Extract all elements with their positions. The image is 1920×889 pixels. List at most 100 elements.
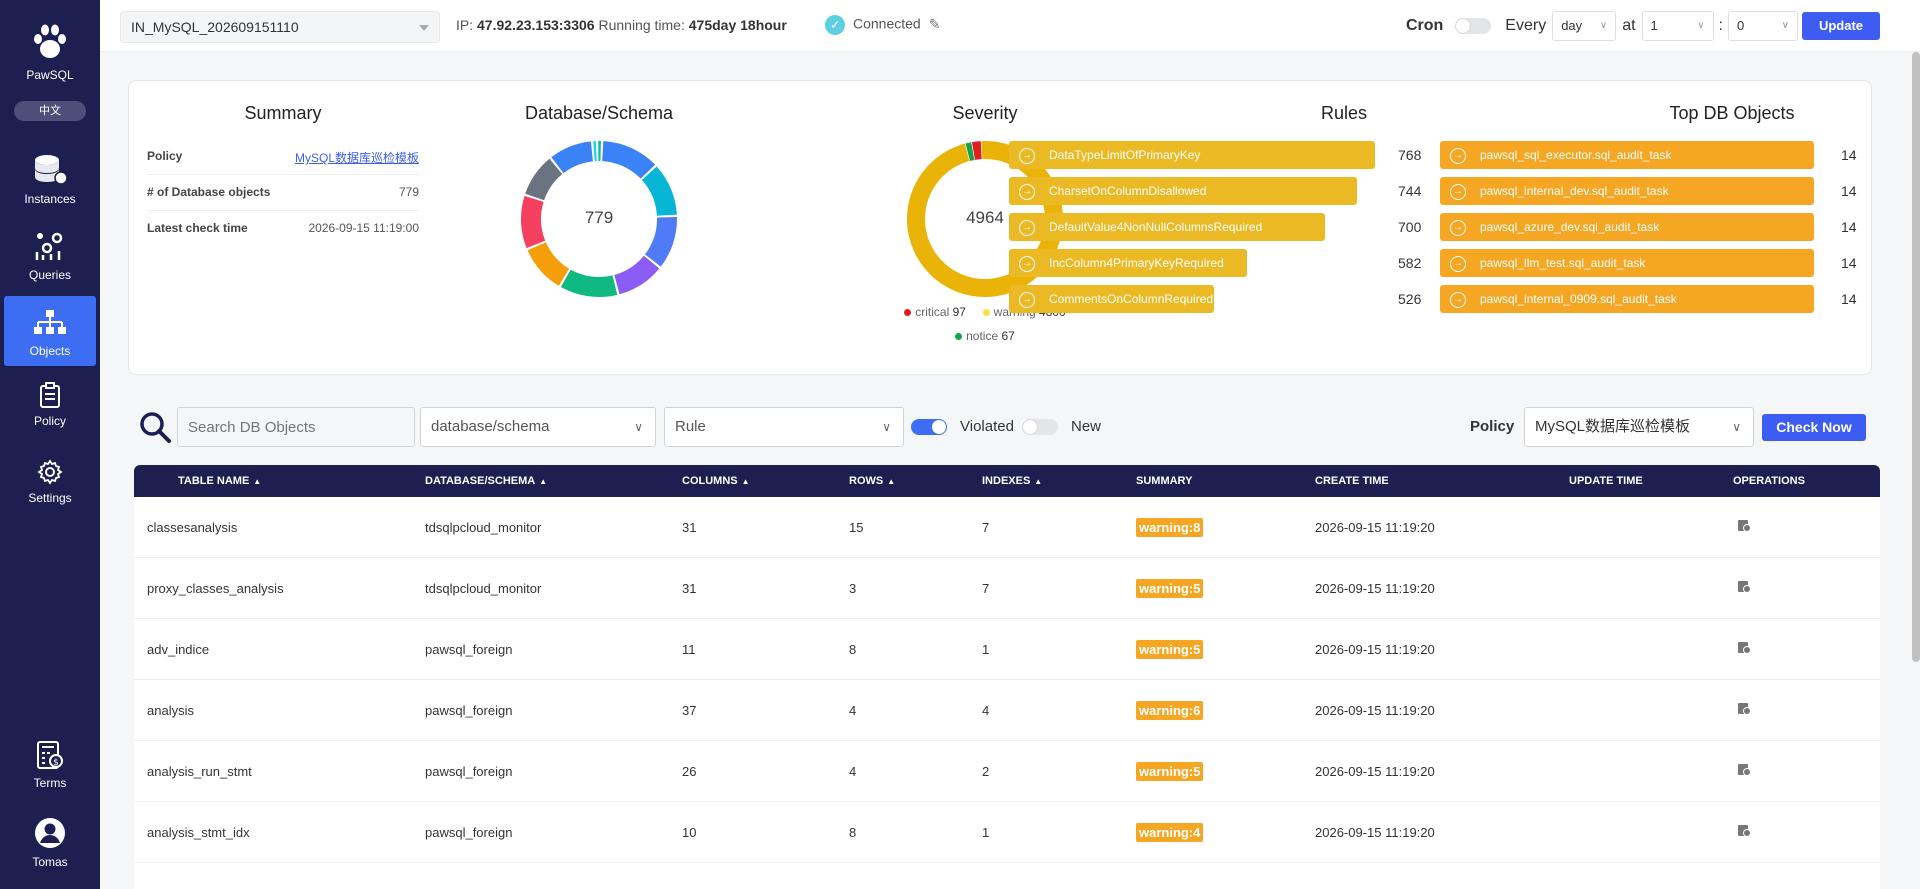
rule-bar[interactable]: → DefaultValue4NonNullColumnsRequired: [1009, 213, 1325, 241]
severity-slice-critical[interactable]: [971, 141, 982, 160]
header-label: ROWS: [849, 475, 884, 487]
db-schema-slice[interactable]: [560, 269, 618, 297]
top-object-bar[interactable]: → pawsql_llm_test.sql_audit_task: [1440, 249, 1814, 277]
hour-select[interactable]: 1 ∨: [1641, 11, 1714, 41]
search-icon[interactable]: [138, 410, 172, 444]
period-select[interactable]: day ∨: [1552, 11, 1617, 41]
rule-bar[interactable]: → DataTypeLimitOfPrimaryKey: [1009, 141, 1375, 169]
minute-select[interactable]: 0 ∨: [1728, 11, 1798, 41]
report-icon[interactable]: [1738, 825, 1751, 837]
violated-toggle[interactable]: [911, 419, 947, 435]
db-schema-slice[interactable]: [644, 216, 677, 267]
cell-table-name[interactable]: proxy_classes_analysis: [147, 581, 284, 596]
cron-toggle[interactable]: [1455, 18, 1492, 34]
db-schema-slice[interactable]: [641, 166, 677, 216]
rule-row[interactable]: → DefaultValue4NonNullColumnsRequired 700: [1009, 213, 1429, 241]
rule-row[interactable]: → CommentsOnColumnRequired 526: [1009, 285, 1429, 313]
top-object-row[interactable]: → pawsql_llm_test.sql_audit_task 14: [1440, 249, 1881, 277]
check-now-button[interactable]: Check Now: [1762, 414, 1866, 441]
policy-select[interactable]: MySQL数据库巡检模板 ∨: [1524, 407, 1754, 447]
report-icon[interactable]: [1738, 703, 1751, 715]
table-row[interactable]: analysis_run_stmt pawsql_foreign 26 4 2 2026-…: [134, 741, 1880, 802]
cell-columns: 31: [682, 581, 697, 596]
rule-row[interactable]: → DataTypeLimitOfPrimaryKey 768: [1009, 141, 1429, 169]
logo[interactable]: PawSQL: [0, 22, 100, 82]
rule-row[interactable]: → IncColumn4PrimaryKeyRequired 582: [1009, 249, 1429, 277]
sidebar-item-queries[interactable]: Queries: [4, 218, 96, 288]
policy-label: Policy: [1470, 418, 1515, 435]
rule-count: 582: [1398, 255, 1422, 271]
table-row[interactable]: analysis pawsql_foreign 37 4 4 2026-09-15 11:…: [134, 680, 1880, 741]
cell-indexes: 7: [982, 581, 990, 596]
sidebar-item-user[interactable]: Tomas: [4, 805, 96, 875]
db-schema-slice[interactable]: [593, 141, 597, 162]
update-button[interactable]: Update: [1802, 12, 1880, 40]
top-objects-title: Top DB Objects: [1669, 103, 1795, 123]
sidebar-item-objects[interactable]: Objects: [4, 296, 96, 366]
table-row[interactable]: analysis_stmt_idx pawsql_foreign 10 8 1 2026-…: [134, 802, 1880, 863]
cell-table-name[interactable]: analysis_stmt_idx: [147, 825, 250, 840]
search-input[interactable]: [177, 407, 415, 447]
table-row[interactable]: proxy_classes_analysis tdsqlpcloud_monito…: [134, 558, 1880, 619]
cell-table-name[interactable]: classesanalysis: [147, 520, 238, 535]
table-row[interactable]: classesanalysis tdsqlpcloud_monitor 31 15 7 2…: [134, 497, 1880, 558]
instance-name: IN_MySQL_202609151110: [131, 19, 299, 35]
db-schema-donut[interactable]: [519, 139, 679, 299]
cell-table-name[interactable]: analysis: [147, 703, 194, 718]
rule-select[interactable]: Rule ∨: [664, 407, 904, 447]
severity-slice-notice[interactable]: [965, 142, 975, 161]
report-icon[interactable]: [1738, 764, 1751, 776]
top-object-bar[interactable]: → pawsql_internal_0909.sql_audit_task: [1440, 285, 1814, 313]
severity-donut[interactable]: [905, 139, 1065, 299]
policy-link[interactable]: MySQL数据库巡检模板: [294, 151, 419, 165]
language-toggle[interactable]: 中文: [14, 101, 86, 121]
col-table-name[interactable]: TABLE NAME ▲: [178, 475, 261, 487]
sidebar-item-terms[interactable]: $ Terms: [4, 728, 96, 798]
db-schema-slice[interactable]: [521, 195, 546, 249]
db-schema-slice[interactable]: [614, 255, 660, 295]
top-object-bar[interactable]: → pawsql_sql_executor.sql_audit_task: [1440, 141, 1814, 169]
new-toggle[interactable]: [1022, 419, 1058, 435]
report-icon[interactable]: [1738, 642, 1751, 654]
col-rows[interactable]: ROWS ▲: [849, 475, 895, 487]
table-row[interactable]: adv_indice pawsql_foreign 11 8 1 2026-09-15 1…: [134, 619, 1880, 680]
db-schema-slice[interactable]: [602, 141, 656, 179]
sidebar-item-instances[interactable]: Instances: [4, 142, 96, 212]
edit-icon[interactable]: ✎: [928, 15, 941, 32]
arrow-right-circle-icon: →: [1450, 255, 1466, 272]
col-columns[interactable]: COLUMNS ▲: [682, 475, 750, 487]
top-object-bar[interactable]: → pawsql_azure_dev.sql_audit_task: [1440, 213, 1814, 241]
cell-table-name[interactable]: analysis_run_stmt: [147, 764, 252, 779]
page-scrollbar[interactable]: [1912, 52, 1920, 662]
table-row[interactable]: [134, 863, 1880, 889]
schema-select[interactable]: database/schema ∨: [420, 407, 656, 447]
col-schema[interactable]: DATABASE/SCHEMA ▲: [425, 475, 547, 487]
minute-value: 0: [1737, 18, 1745, 33]
legend-notice[interactable]: notice 67: [955, 329, 1015, 343]
db-schema-slice[interactable]: [598, 141, 601, 162]
db-schema-slice[interactable]: [525, 158, 563, 201]
col-indexes[interactable]: INDEXES ▲: [982, 475, 1042, 487]
top-object-row[interactable]: → pawsql_sql_executor.sql_audit_task 14: [1440, 141, 1881, 169]
cell-table-name[interactable]: adv_indice: [147, 642, 210, 657]
rule-bar[interactable]: → CommentsOnColumnRequired: [1009, 285, 1214, 313]
top-object-row[interactable]: → pawsql_internal_dev.sql_audit_task 14: [1440, 177, 1881, 205]
cell-create-time: 2026-09-15 11:19:20: [1315, 642, 1435, 657]
top-object-bar[interactable]: → pawsql_internal_dev.sql_audit_task: [1440, 177, 1814, 205]
report-icon[interactable]: [1738, 581, 1751, 593]
db-schema-slice[interactable]: [527, 242, 570, 286]
sidebar-item-settings[interactable]: Settings: [4, 447, 96, 517]
instance-select[interactable]: IN_MySQL_202609151110: [120, 11, 440, 43]
cell-rows: 4: [849, 703, 857, 718]
report-icon[interactable]: [1738, 520, 1751, 532]
legend-critical[interactable]: critical 97: [904, 305, 966, 319]
gear-icon: [37, 459, 63, 485]
top-object-row[interactable]: → pawsql_azure_dev.sql_audit_task 14: [1440, 213, 1881, 241]
rule-row[interactable]: → CharsetOnColumnDisallowed 744: [1009, 177, 1429, 205]
period-value: day: [1561, 18, 1583, 33]
top-object-row[interactable]: → pawsql_internal_0909.sql_audit_task 14: [1440, 285, 1881, 313]
db-schema-slice[interactable]: [551, 141, 593, 174]
rule-bar[interactable]: → IncColumn4PrimaryKeyRequired: [1009, 249, 1247, 277]
sidebar-item-policy[interactable]: Policy: [4, 370, 96, 440]
rule-bar[interactable]: → CharsetOnColumnDisallowed: [1009, 177, 1357, 205]
